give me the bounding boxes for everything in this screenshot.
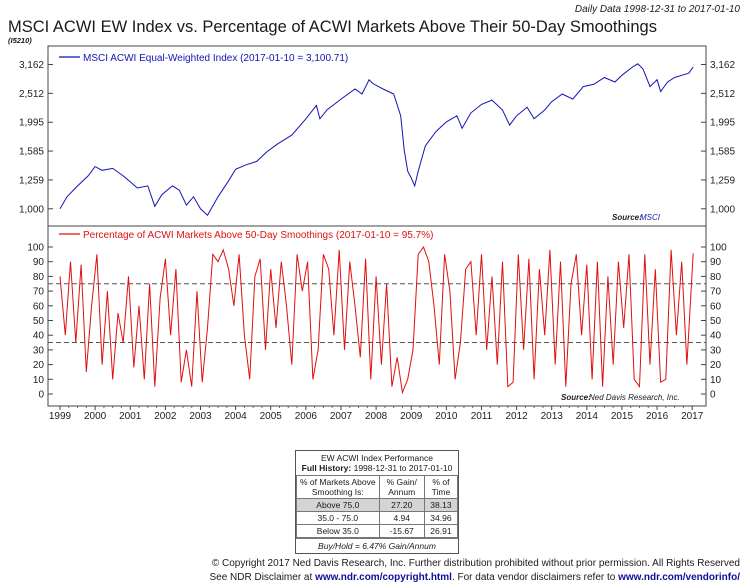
row-gain: 27.20: [378, 498, 425, 512]
breadth-legend: Percentage of ACWI Markets Above 50-Day …: [83, 230, 433, 241]
breadth-source-name: Ned Davis Research, Inc.: [589, 393, 680, 402]
row-time: 34.96: [423, 511, 459, 525]
full-history: Full History: 1998-12-31 to 2017-01-10: [296, 463, 458, 475]
y-tick-label-right: 10: [710, 375, 722, 386]
index-legend: MSCI ACWI Equal-Weighted Index (2017-01-…: [83, 53, 348, 64]
x-tick-label: 2008: [365, 411, 388, 422]
y-tick-label-left: 50: [33, 316, 45, 327]
y-tick-label-left: 1,000: [19, 204, 44, 215]
index-series-line: [59, 63, 694, 216]
y-tick-label-left: 80: [33, 272, 45, 283]
x-tick-label: 2004: [224, 411, 247, 422]
row-gain: -15.67: [378, 524, 425, 538]
row-label: Below 35.0: [296, 524, 380, 538]
y-tick-label-right: 70: [710, 287, 722, 298]
copyright-notice: © Copyright 2017 Ned Davis Research, Inc…: [211, 558, 740, 569]
full-history-label: Full History:: [301, 463, 352, 473]
y-tick-label-right: 90: [710, 257, 722, 268]
y-tick-label-right: 1,000: [710, 204, 735, 215]
y-tick-label-right: 20: [710, 360, 722, 371]
y-tick-label-left: 20: [33, 360, 45, 371]
y-tick-label-left: 0: [38, 390, 44, 401]
y-tick-label-left: 60: [33, 301, 45, 312]
table-row: Above 75.0 27.20 38.13: [296, 498, 459, 512]
y-tick-label-right: 100: [710, 243, 727, 254]
index-source-name: MSCI: [640, 213, 661, 222]
row-time: 38.13: [423, 498, 459, 512]
vendor-info-link[interactable]: www.ndr.com/vendorinfo/: [618, 572, 740, 583]
y-tick-label-right: 1,995: [710, 118, 735, 129]
y-tick-label-right: 40: [710, 331, 722, 342]
copyright-link[interactable]: www.ndr.com/copyright.html: [315, 572, 452, 583]
breadth-series-line: [59, 245, 694, 395]
y-tick-label-left: 90: [33, 257, 45, 268]
breadth-source-prefix: Source:: [561, 393, 591, 402]
table-row: 35.0 - 75.0 4.94 34.96: [296, 511, 459, 525]
breadth-panel: [47, 225, 707, 407]
y-tick-label-right: 1,585: [710, 147, 735, 158]
y-tick-label-left: 3,162: [19, 60, 44, 71]
x-tick-label: 2002: [154, 411, 177, 422]
y-tick-label-right: 0: [710, 390, 716, 401]
col-header-time: % of Time: [423, 475, 459, 499]
buy-hold-note: Buy/Hold = 6.47% Gain/Annum: [296, 538, 458, 553]
chart-title: MSCI ACWI EW Index vs. Percentage of ACW…: [8, 18, 657, 36]
x-tick-label: 2017: [681, 411, 704, 422]
index-source-prefix: Source:: [612, 213, 642, 222]
col-header-gain: % Gain/ Annum: [378, 475, 425, 499]
performance-table-title: EW ACWI Index Performance: [321, 453, 433, 463]
y-tick-label-left: 30: [33, 345, 45, 356]
x-tick-label: 2010: [435, 411, 458, 422]
y-tick-label-left: 1,995: [19, 118, 44, 129]
x-tick-label: 2013: [541, 411, 564, 422]
y-tick-label-left: 1,259: [19, 175, 44, 186]
y-tick-label-right: 80: [710, 272, 722, 283]
x-tick-label: 2000: [84, 411, 107, 422]
y-tick-label-right: 30: [710, 345, 722, 356]
y-tick-label-left: 2,512: [19, 89, 44, 100]
disclaimer-text-a: See NDR Disclaimer at: [209, 572, 313, 583]
x-tick-label: 1999: [49, 411, 72, 422]
y-tick-label-right: 50: [710, 316, 722, 327]
x-tick-label: 2006: [295, 411, 318, 422]
y-tick-label-left: 40: [33, 331, 45, 342]
y-tick-label-right: 3,162: [710, 60, 735, 71]
y-tick-label-left: 10: [33, 375, 45, 386]
x-tick-label: 2005: [260, 411, 283, 422]
x-tick-label: 2003: [189, 411, 212, 422]
date-range-label: Daily Data 1998-12-31 to 2017-01-10: [574, 4, 740, 15]
performance-table: EW ACWI Index Performance Full History: …: [295, 450, 459, 554]
y-tick-label-left: 1,585: [19, 147, 44, 158]
y-tick-label-right: 1,259: [710, 175, 735, 186]
x-tick-label: 2016: [646, 411, 669, 422]
full-history-range: 1998-12-31 to 2017-01-10: [353, 463, 453, 473]
performance-grid: % of Markets Above Smoothing Is: % Gain/…: [296, 475, 459, 538]
y-tick-label-right: 60: [710, 301, 722, 312]
x-tick-label: 2012: [505, 411, 528, 422]
x-tick-label: 2015: [611, 411, 634, 422]
table-row: Below 35.0 -15.67 26.91: [296, 524, 459, 538]
row-label: 35.0 - 75.0: [296, 511, 380, 525]
x-tick-label: 2001: [119, 411, 142, 422]
x-tick-label: 2009: [400, 411, 423, 422]
disclaimer-text-b: . For data vendor disclaimers refer to: [451, 572, 616, 583]
row-gain: 4.94: [378, 511, 425, 525]
row-time: 26.91: [423, 524, 459, 538]
x-tick-label: 2014: [576, 411, 599, 422]
x-tick-label: 2011: [471, 411, 493, 422]
col-header-markets: % of Markets Above Smoothing Is:: [296, 475, 380, 499]
index-panel: [47, 45, 707, 227]
chart-code: (I5210): [8, 36, 32, 45]
row-label: Above 75.0: [296, 498, 380, 512]
y-tick-label-left: 70: [33, 287, 45, 298]
x-tick-label: 2007: [330, 411, 353, 422]
disclaimer-line: See NDR Disclaimer at www.ndr.com/copyri…: [209, 572, 740, 583]
y-tick-label-left: 100: [27, 243, 44, 254]
y-tick-label-right: 2,512: [710, 89, 735, 100]
